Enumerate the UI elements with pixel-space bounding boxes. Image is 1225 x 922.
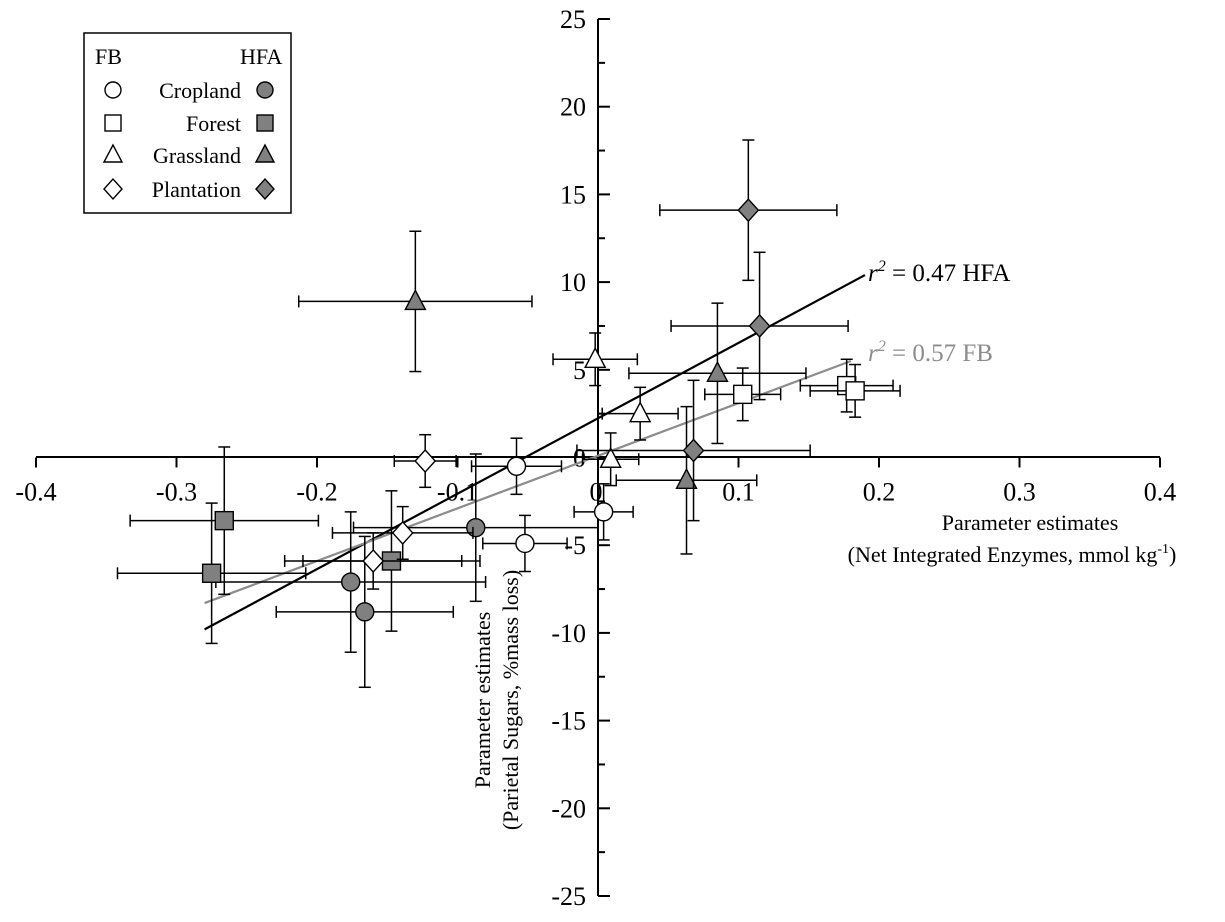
fb-plantation-point (362, 548, 385, 574)
y-tick-label: 5 (573, 356, 586, 385)
y-axis-title: Parameter estimates (Parietal Sugars, %m… (470, 570, 523, 830)
y-tick-label: 0 (573, 444, 586, 473)
legend-hfa-circle-marker (256, 81, 274, 99)
legend-fb-triangle-marker (102, 143, 124, 163)
legend-header-hfa: HFA (240, 44, 282, 69)
fit-label-hfa: r2 = 0.47 HFA (868, 258, 1011, 287)
y-tick-label: -10 (551, 619, 586, 648)
fb-plantation-point (414, 448, 437, 474)
legend-label-cropland: Cropland (159, 78, 241, 103)
legend-markers (102, 81, 276, 201)
legend-hfa-diamond-marker (255, 177, 275, 201)
legend-label-forest: Forest (186, 111, 241, 136)
legend-label-grassland: Grassland (153, 143, 241, 168)
y-tick-label: 15 (560, 180, 586, 209)
x-tick-label: -0.2 (296, 478, 337, 507)
x-tick-label: -0.4 (15, 478, 56, 507)
hfa-plantation-point (737, 198, 760, 223)
x-tick-label: -0.3 (156, 478, 197, 507)
hfa-forest-point (214, 510, 234, 531)
x-axis-title-line2: (Net Integrated Enzymes, mmol kg-1) (848, 542, 1177, 567)
x-tick-label: 0.1 (722, 478, 755, 507)
legend-fb-circle-marker (104, 81, 122, 99)
x-ticks: -0.4 -0.3 -0.2 -0.1 0 0.1 0.2 0.3 0.4 (15, 457, 1177, 507)
x-axis-title-line1: Parameter estimates (942, 510, 1119, 535)
axes: -0.4 -0.3 -0.2 -0.1 0 0.1 0.2 0.3 0.4 2520151050… (15, 5, 1176, 911)
hfa-grassland-point (404, 288, 427, 311)
hfa-forest-point (201, 563, 222, 583)
hfa-plantation-point (748, 313, 771, 338)
hfa-cropland-point (341, 572, 361, 592)
y-tick-label: -20 (551, 794, 586, 823)
hfa-plantation-point (682, 438, 705, 463)
x-tick-label: 0 (590, 478, 603, 507)
y-axis-title-line1: Parameter estimates (470, 612, 495, 789)
y-tick-label: -15 (551, 707, 586, 736)
y-tick-label: -25 (551, 882, 586, 911)
y-tick-label: -5 (564, 531, 586, 560)
fb-forest-point (733, 384, 753, 405)
y-tick-label: 20 (560, 93, 586, 122)
fit-label-fb: r2 = 0.57 FB (868, 338, 993, 367)
fb-grassland-point (599, 446, 622, 468)
fb-cropland-point (515, 533, 535, 554)
x-tick-label: 0.4 (1144, 478, 1177, 507)
hfa-cropland-point (355, 602, 375, 622)
x-tick-label: 0.3 (1003, 478, 1036, 507)
fb-cropland-point (593, 502, 614, 522)
fb-plantation-point (391, 520, 414, 545)
data-points (116, 139, 901, 689)
legend-hfa-square-marker (256, 114, 274, 132)
fb-grassland-point (628, 401, 652, 423)
hfa-cropland-point (466, 517, 486, 538)
legend: FB HFA Cropland Forest Grassland Plantat… (83, 32, 292, 214)
fb-grassland-point (584, 346, 607, 368)
y-tick-label: 10 (560, 268, 586, 297)
legend-header-fb: FB (95, 44, 122, 69)
hfa-grassland-point (675, 467, 698, 490)
fit-line-hfa (204, 274, 866, 631)
legend-fb-diamond-marker (103, 177, 123, 201)
legend-hfa-triangle-marker (254, 143, 276, 163)
fb-cropland-point (506, 456, 527, 476)
fb-forest-point (845, 381, 865, 401)
y-tick-label: 25 (560, 5, 586, 34)
x-tick-label: 0.2 (863, 478, 896, 507)
legend-label-plantation: Plantation (152, 177, 241, 202)
hfa-grassland-point (706, 360, 729, 383)
y-axis-title-line2: (Parietal Sugars, %mass loss) (498, 570, 523, 830)
legend-fb-square-marker (104, 114, 122, 132)
